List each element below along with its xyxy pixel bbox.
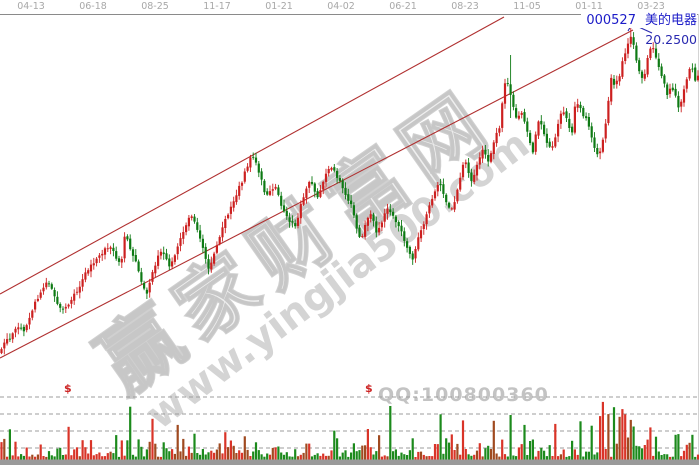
x-axis-date-label: 04-02 [327, 1, 355, 12]
watermark-qq: QQ:100800360 [378, 384, 549, 406]
x-axis-date-label: 08-23 [451, 1, 479, 12]
x-axis-date-label: 01-11 [575, 1, 603, 12]
x-axis-date-label: 03-23 [637, 1, 665, 12]
dollar-marker: $ [365, 382, 373, 395]
stock-code: 000527 [586, 13, 636, 28]
x-axis-date-label: 11-17 [203, 1, 231, 12]
x-axis-date-label: 08-25 [141, 1, 169, 12]
dollar-marker: $ [64, 382, 72, 395]
x-axis-date-label: 11-05 [513, 1, 541, 12]
x-axis-date-label: 01-21 [265, 1, 293, 12]
last-price-label: 20.2500 [645, 32, 697, 47]
stock-name: 美的电器 [644, 13, 697, 28]
x-axis-date-label: 06-21 [389, 1, 417, 12]
stock-code-name-label: 000527 美的电器 [581, 9, 697, 28]
x-axis-date-label: 06-18 [79, 1, 107, 12]
x-axis-date-label: 04-13 [17, 1, 45, 12]
x-axis: 04-13 06-18 08-25 11-17 01-21 04-02 06-21 08-23… [0, 0, 699, 14]
header-divider [0, 14, 699, 15]
